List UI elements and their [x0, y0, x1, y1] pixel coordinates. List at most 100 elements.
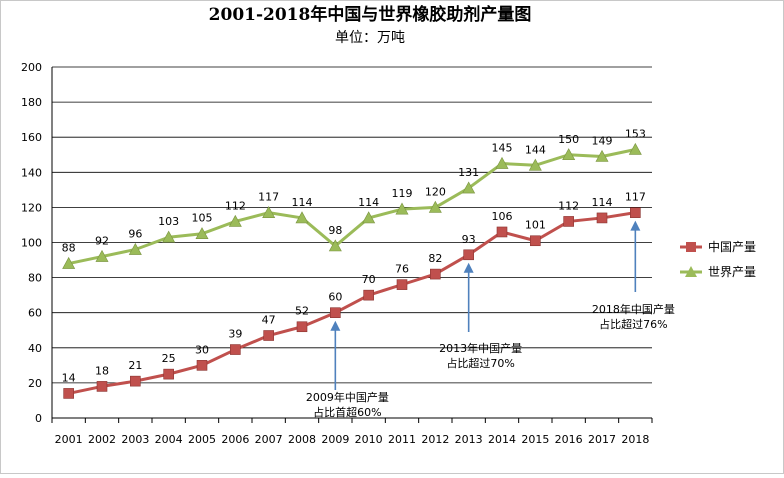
- y-tick-label-20: 20: [28, 377, 42, 390]
- point-china-2015: [530, 235, 541, 247]
- data-label-world-2008: 114: [292, 196, 313, 209]
- data-labels: 14 18 21 25 30 39 47 52 60 70 76 82 93 106 101 112 114 11…: [62, 127, 646, 384]
- data-label-china-2006: 39: [228, 328, 242, 341]
- x-tick-label-2004: 2004: [155, 433, 183, 446]
- point-world-2017: [595, 149, 609, 162]
- data-label-china-2017: 114: [592, 196, 613, 209]
- annotation-text-2009-0: 2009年中国产量: [306, 390, 389, 404]
- x-tick-label-2013: 2013: [455, 433, 483, 446]
- point-china-2006: [230, 344, 241, 355]
- data-label-china-2008: 52: [295, 305, 309, 318]
- gridlines: [52, 66, 652, 384]
- x-tick-label-2009: 2009: [321, 433, 349, 446]
- legend-marker-world: [685, 266, 697, 277]
- point-china-2002: [96, 381, 108, 392]
- point-china-2012: [430, 268, 441, 280]
- point-china-2011: [396, 279, 408, 290]
- legend-label-1: 世界产量: [708, 265, 756, 279]
- point-world-2015: [528, 158, 542, 171]
- point-world-2002: [95, 249, 109, 262]
- y-tick-label-140: 140: [21, 166, 42, 179]
- x-tick-label-2011: 2011: [388, 433, 416, 446]
- point-china-2008: [296, 321, 308, 333]
- y-tick-label-80: 80: [28, 272, 42, 285]
- data-label-world-2003: 96: [128, 228, 142, 241]
- data-label-china-2013: 93: [462, 233, 476, 246]
- data-label-china-2018: 117: [625, 191, 646, 204]
- data-label-world-2009: 98: [328, 224, 342, 237]
- data-label-world-2011: 119: [392, 187, 413, 200]
- data-label-china-2014: 106: [492, 210, 513, 223]
- point-world-2007: [262, 206, 276, 218]
- point-china-2017: [596, 212, 608, 224]
- data-label-china-2011: 76: [395, 263, 409, 276]
- annotation-text-2009-1: 占比首超60%: [313, 405, 381, 419]
- data-label-china-2004: 25: [162, 352, 176, 365]
- data-label-world-2007: 117: [258, 191, 279, 204]
- data-label-china-2009: 60: [328, 291, 342, 304]
- data-label-world-2015: 144: [525, 143, 546, 156]
- point-world-2010: [362, 211, 376, 224]
- y-tick-label-160: 160: [21, 131, 42, 144]
- x-tick-label-2015: 2015: [521, 433, 549, 446]
- axes: 0 20 40 60 80 100 120 140 160 180 200 2001 2002 2003 2…: [21, 61, 653, 446]
- point-world-2008: [295, 211, 309, 224]
- x-tick-label-2012: 2012: [421, 433, 449, 446]
- data-label-world-2002: 92: [95, 235, 109, 248]
- annotation-text-2013-0: 2013年中国产量: [439, 341, 522, 355]
- point-china-2001: [63, 388, 74, 399]
- data-label-china-2010: 70: [362, 273, 376, 286]
- x-tick-label-2006: 2006: [221, 433, 249, 446]
- annotation-arrowhead-2018: [630, 220, 641, 231]
- legend-label-0: 中国产量: [708, 239, 756, 254]
- x-tick-label-2010: 2010: [355, 433, 383, 446]
- point-china-2009: [330, 307, 341, 319]
- point-world-2001: [62, 256, 76, 269]
- point-china-2005: [196, 360, 208, 371]
- y-tick-label-60: 60: [28, 307, 42, 320]
- annotation-arrowhead-2009: [330, 320, 341, 331]
- x-tick-label-2005: 2005: [188, 433, 216, 446]
- legend-marker-china: [686, 242, 696, 252]
- annotation-text-2013-1: 占比超过70%: [446, 356, 514, 370]
- point-china-2010: [363, 289, 374, 301]
- x-tick-label-2008: 2008: [288, 433, 316, 446]
- data-label-china-2003: 21: [128, 359, 142, 372]
- data-label-china-2007: 47: [262, 314, 276, 327]
- x-tick-label-2002: 2002: [88, 433, 116, 446]
- point-china-2013: [463, 249, 474, 261]
- x-tick-label-2014: 2014: [488, 433, 516, 446]
- x-tick-label-2001: 2001: [55, 433, 83, 446]
- y-tick-label-200: 200: [21, 61, 42, 74]
- point-china-2003: [130, 375, 141, 387]
- y-tick-label-100: 100: [21, 237, 42, 250]
- data-label-world-2016: 150: [558, 133, 579, 146]
- data-label-world-2005: 105: [192, 212, 213, 225]
- data-label-china-2001: 14: [62, 371, 76, 384]
- point-world-2004: [162, 230, 176, 243]
- point-world-2012: [428, 200, 442, 213]
- point-world-2006: [228, 214, 242, 227]
- point-china-2016: [563, 216, 574, 227]
- chart-subtitle: 单位：万吨: [335, 30, 405, 46]
- data-label-china-2002: 18: [95, 364, 109, 377]
- data-label-world-2014: 145: [492, 142, 513, 155]
- data-label-china-2005: 30: [195, 343, 209, 356]
- point-world-2018: [628, 142, 642, 155]
- x-tick-label-2018: 2018: [621, 433, 649, 446]
- y-tick-label-0: 0: [35, 412, 42, 425]
- x-tick-label-2016: 2016: [555, 433, 583, 446]
- point-world-2011: [395, 202, 409, 215]
- x-tick-label-2003: 2003: [121, 433, 149, 446]
- data-label-world-2001: 88: [62, 242, 76, 255]
- chart-title: 2001-2018年中国与世界橡胶助剂产量图: [209, 4, 532, 25]
- y-tick-label-180: 180: [21, 96, 42, 109]
- y-tick-label-120: 120: [21, 201, 42, 214]
- annotation-text-2018-0: 2018年中国产量: [592, 302, 675, 316]
- point-world-2009: [328, 239, 342, 252]
